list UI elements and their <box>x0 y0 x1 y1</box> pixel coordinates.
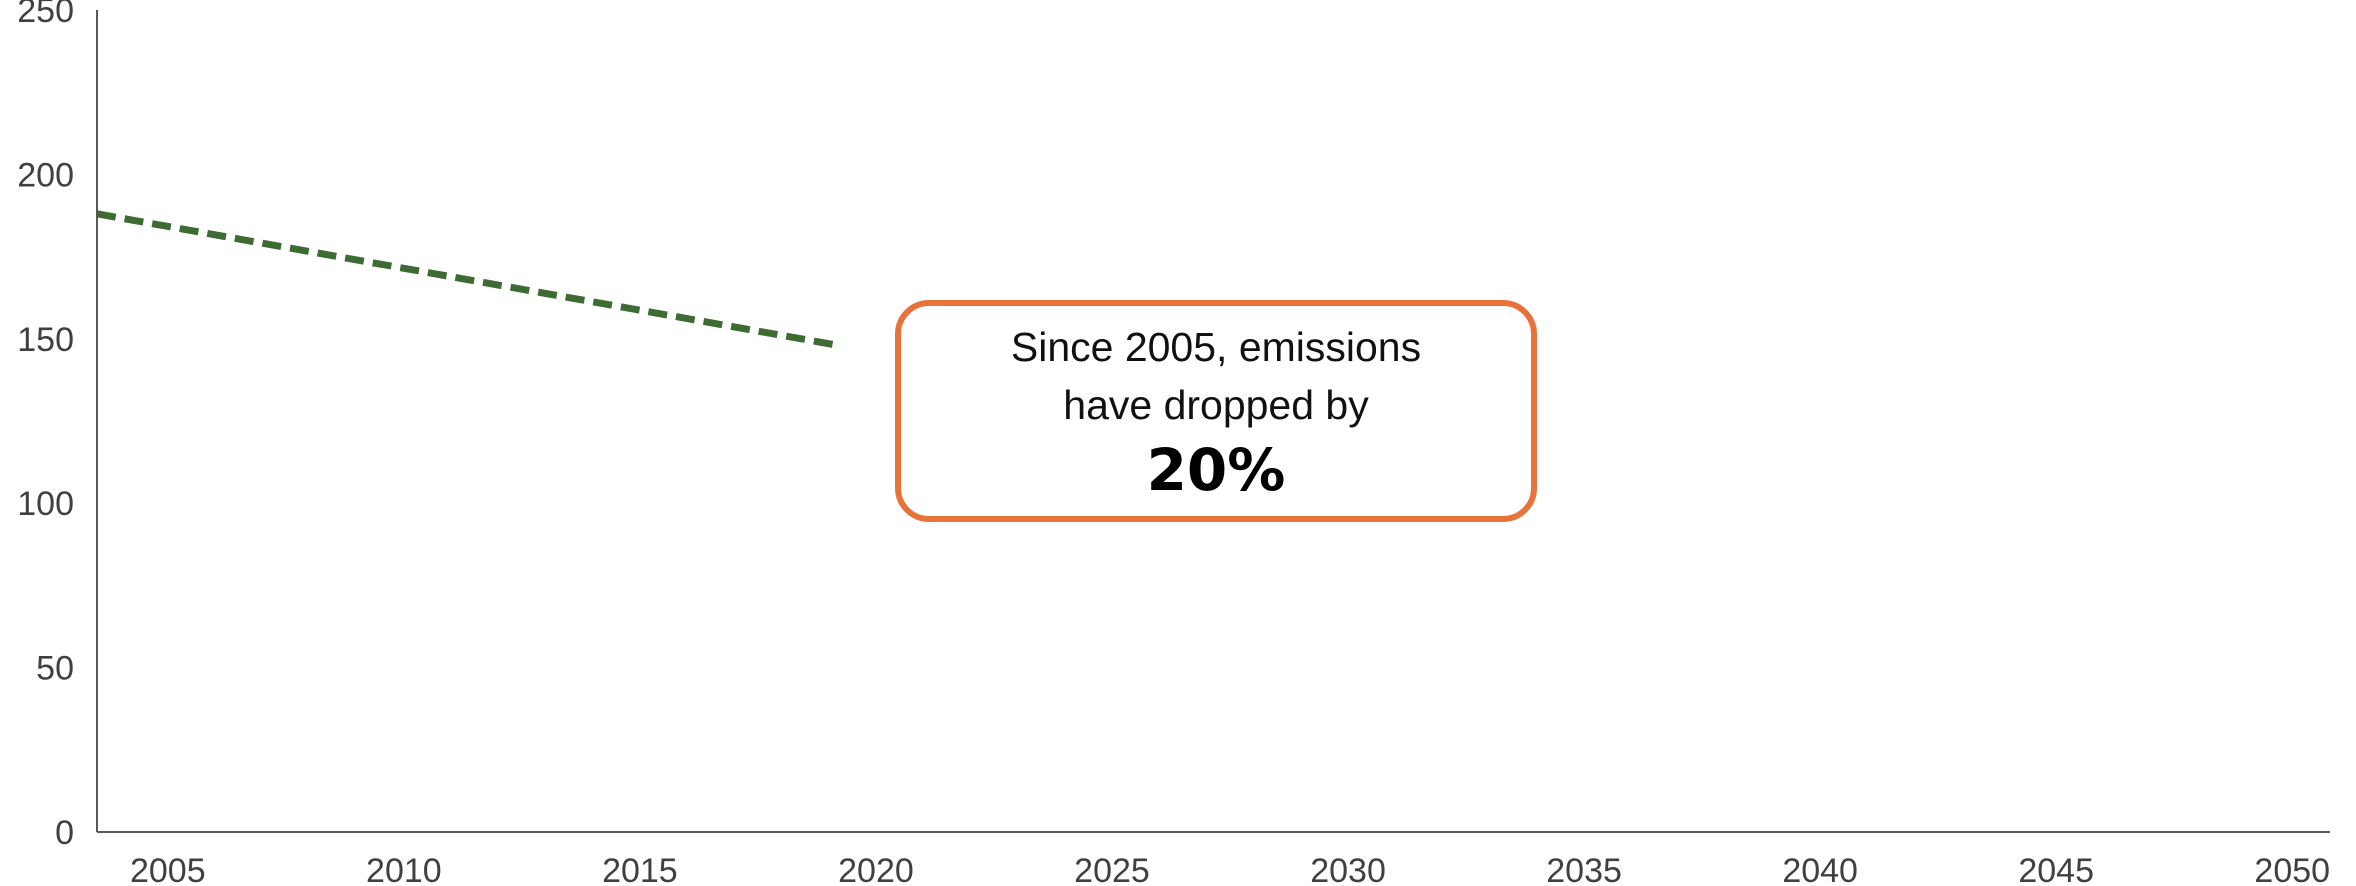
y-tick-label: 100 <box>17 485 74 523</box>
annotation-line-2: have dropped by <box>1063 382 1369 428</box>
y-tick-label: 50 <box>36 650 74 688</box>
y-tick-label: 250 <box>17 0 74 30</box>
series-line <box>96 210 839 349</box>
series-group <box>96 210 839 349</box>
x-tick-label: 2020 <box>838 852 914 886</box>
y-tick-label: 200 <box>17 156 74 194</box>
x-tick-label: 2050 <box>2254 852 2330 886</box>
y-axis-tick-labels: 0 50 100 150 200 250 <box>17 0 74 852</box>
x-tick-label: 2015 <box>602 852 678 886</box>
y-tick-label: 0 <box>55 814 74 852</box>
x-tick-label: 2035 <box>1546 852 1622 886</box>
y-tick-label: 150 <box>17 321 74 359</box>
annotation-callout-box: Since 2005, emissions have dropped by 20… <box>895 300 1537 522</box>
x-tick-label: 2010 <box>366 852 442 886</box>
x-axis-tick-labels: 2005 2010 2015 2020 2025 2030 2035 2040 2045 2050 <box>130 852 2330 886</box>
x-tick-label: 2005 <box>130 852 206 886</box>
x-tick-label: 2030 <box>1310 852 1386 886</box>
x-tick-label: 2040 <box>1782 852 1858 886</box>
x-tick-label: 2025 <box>1074 852 1150 886</box>
x-tick-label: 2045 <box>2018 852 2094 886</box>
annotation-line-1: Since 2005, emissions <box>1010 324 1422 370</box>
annotation-value: 20% <box>1146 436 1286 504</box>
